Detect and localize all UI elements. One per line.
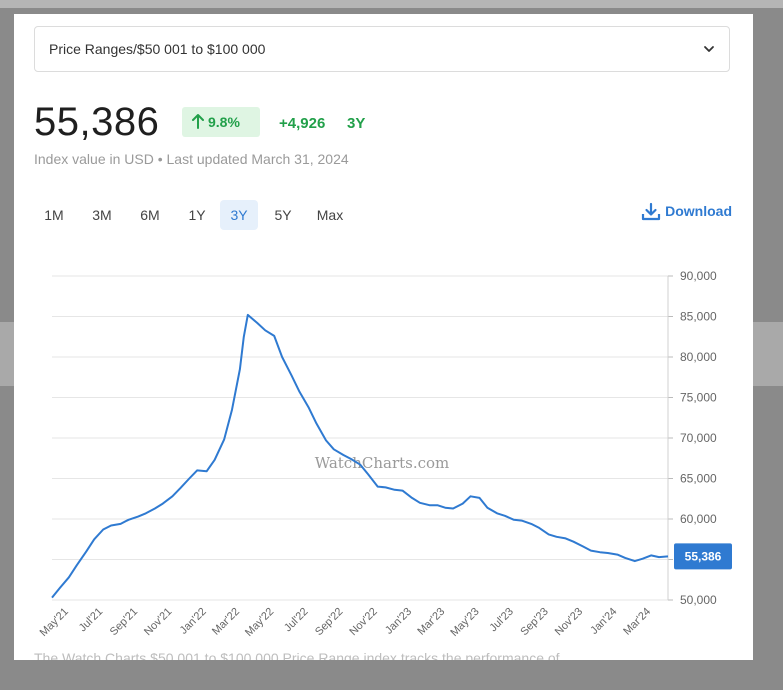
range-button-max[interactable]: Max xyxy=(316,207,344,223)
y-tick-label: 50,000 xyxy=(680,593,717,607)
index-subtitle: Index value in USD • Last updated March … xyxy=(34,151,349,167)
arrow-up-icon xyxy=(192,114,204,129)
x-tick-label: Sep'22 xyxy=(313,606,345,638)
x-tick-label: May'23 xyxy=(448,606,481,639)
change-period: 3Y xyxy=(347,115,366,132)
price-range-dropdown-label: Price Ranges/$50 001 to $100 000 xyxy=(49,41,266,57)
x-tick-label: May'22 xyxy=(243,606,276,639)
range-button-3m[interactable]: 3M xyxy=(92,207,112,223)
x-tick-label: Jul'21 xyxy=(77,606,106,635)
range-button-6m[interactable]: 6M xyxy=(140,207,160,223)
y-tick-label: 60,000 xyxy=(680,512,717,526)
x-tick-label: Nov'22 xyxy=(347,606,379,638)
chart-grid xyxy=(52,275,673,601)
y-tick-label: 70,000 xyxy=(680,431,717,445)
footer-text: The Watch Charts $50 001 to $100 000 Pri… xyxy=(34,650,574,660)
x-axis-ticks: May'21 Jul'21 Sep'21 Nov'21 Jan'22 Mar'22 May'… xyxy=(38,606,654,639)
x-tick-label: Jul'23 xyxy=(487,606,516,635)
x-tick-label: May'21 xyxy=(38,606,71,639)
x-tick-label: Jan'24 xyxy=(588,606,619,637)
x-tick-label: Jan'22 xyxy=(178,606,209,637)
price-range-dropdown[interactable]: Price Ranges/$50 001 to $100 000 xyxy=(34,26,730,72)
last-value-box xyxy=(674,543,732,570)
index-value: 55,386 xyxy=(34,100,160,144)
x-tick-label: Jul'22 xyxy=(282,606,311,635)
series-line xyxy=(51,313,669,599)
x-tick-label: Sep'23 xyxy=(518,606,550,638)
range-button-1y[interactable]: 1Y xyxy=(188,207,206,223)
y-tick-label: 75,000 xyxy=(680,391,717,405)
x-tick-label: Mar'24 xyxy=(621,606,653,638)
background-top xyxy=(0,0,783,8)
percent-change-text: 9.8% xyxy=(208,114,240,130)
last-value-marker: 55,386 xyxy=(674,543,732,570)
x-tick-label: Nov'21 xyxy=(142,606,174,638)
x-tick-label: Mar'22 xyxy=(210,606,242,638)
range-button-3y[interactable]: 3Y xyxy=(220,200,258,230)
y-tick-label: 65,000 xyxy=(680,472,717,486)
y-tick-label: 80,000 xyxy=(680,350,717,364)
absolute-change: +4,926 xyxy=(279,115,326,132)
chevron-down-icon xyxy=(704,46,714,52)
chart-card: Price Ranges/$50 001 to $100 000 55,386 … xyxy=(14,14,753,660)
chart-watermark: WatchCharts.com xyxy=(315,454,450,472)
download-button[interactable]: Download xyxy=(642,202,732,221)
x-tick-label: Mar'23 xyxy=(415,606,447,638)
y-tick-label: 90,000 xyxy=(680,269,717,283)
price-chart: 90,000 85,000 80,000 75,000 70,000 65,000 60,0… xyxy=(38,269,732,639)
x-tick-label: Jan'23 xyxy=(383,606,414,637)
x-tick-label: Sep'21 xyxy=(108,606,140,638)
range-button-5y[interactable]: 5Y xyxy=(274,207,292,223)
last-value-label: 55,386 xyxy=(685,549,722,563)
y-tick-label: 85,000 xyxy=(680,310,717,324)
download-icon xyxy=(642,202,661,221)
percent-change-badge: 9.8% xyxy=(182,107,260,137)
range-button-1m[interactable]: 1M xyxy=(44,207,64,223)
x-tick-label: Nov'23 xyxy=(553,606,585,638)
download-label: Download xyxy=(665,203,732,219)
